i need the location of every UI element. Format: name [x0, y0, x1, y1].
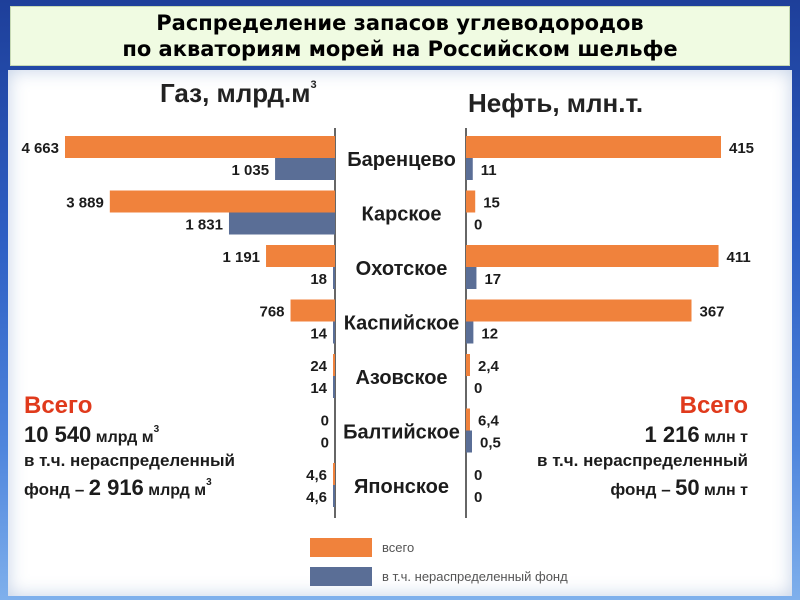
oil-undistributed-bar — [466, 267, 477, 289]
legend-label-undistributed: в т.ч. нераспределенный фонд — [382, 569, 568, 584]
oil-total-label: 15 — [483, 195, 500, 212]
category-label: Балтийское — [343, 422, 460, 444]
title-box: Распределение запасов углеводородов по а… — [10, 6, 790, 66]
oil-undistributed-bar — [466, 430, 472, 453]
gas-total-label: 0 — [321, 413, 329, 430]
oil-total-label: 411 — [727, 249, 751, 266]
gas-undistributed-label: 4,6 — [306, 489, 327, 506]
category-label: Карское — [362, 204, 442, 226]
gas-total-unit: млрд м — [95, 429, 154, 446]
gas-total-label: 3 889 — [66, 195, 104, 212]
gas-total-bar — [333, 463, 335, 485]
gas-total-label: Всего — [24, 392, 93, 419]
gas-header-sup: 3 — [310, 79, 317, 91]
oil-undistributed-label: 0 — [474, 380, 482, 397]
oil-total-bar — [466, 354, 470, 376]
gas-undistributed-bar — [333, 321, 335, 344]
oil-total-bar — [466, 299, 692, 322]
gas-fund-sup: 3 — [206, 477, 212, 488]
oil-fund-number: 50 — [675, 475, 700, 500]
gas-total-label: 24 — [310, 358, 327, 375]
legend-swatch-undistributed — [310, 567, 372, 586]
gas-header-text: Газ, млрд.м — [160, 78, 311, 108]
gas-undistributed-label: 14 — [310, 380, 327, 397]
gas-total-bar — [290, 299, 335, 322]
gas-undistributed-bar — [333, 485, 335, 507]
gas-undistributed-bar — [333, 376, 335, 398]
oil-total-value: 1 216 млн т — [498, 422, 748, 448]
gas-undistributed-label: 14 — [310, 326, 327, 343]
gas-undistributed-bar — [333, 267, 335, 289]
oil-fund-line: фонд – 50 млн т — [498, 475, 748, 501]
gas-header: Газ, млрд.м3 — [160, 78, 317, 109]
gas-total-bar — [266, 245, 335, 267]
gas-undistributed-bar — [275, 158, 335, 180]
oil-header-text: Нефть, млн.т. — [468, 88, 644, 118]
gas-total-value: 10 540 млрд м3 — [24, 422, 274, 448]
oil-total-bar — [466, 136, 721, 158]
oil-total-bar — [466, 190, 476, 213]
oil-undistributed-label: 17 — [484, 271, 501, 288]
gas-summary: Всего 10 540 млрд м3 в т.ч. нераспределе… — [24, 392, 274, 501]
oil-undistributed-label: 0,5 — [480, 435, 501, 452]
gas-total-bar — [65, 136, 335, 158]
gas-total-label: 4 663 — [21, 140, 59, 157]
category-label: Охотское — [356, 258, 448, 280]
oil-total-bar — [466, 408, 470, 431]
gas-undistributed-bar — [228, 212, 335, 235]
gas-total-label: 4,6 — [306, 467, 327, 484]
oil-undistributed-bar — [466, 321, 474, 344]
oil-total-bar — [466, 245, 719, 267]
gas-fund-line: фонд – 2 916 млрд м3 — [24, 475, 274, 501]
oil-total-label: 0 — [474, 467, 482, 484]
legend-swatch-total — [310, 538, 372, 557]
category-label: Японское — [354, 476, 449, 498]
oil-total-label: 415 — [729, 140, 754, 157]
gas-total-sup: 3 — [153, 424, 160, 435]
gas-undistributed-label: 0 — [321, 435, 329, 452]
oil-undistributed-label: 0 — [474, 489, 482, 506]
oil-undistributed-label: 12 — [481, 326, 498, 343]
oil-header: Нефть, млн.т. — [468, 88, 643, 119]
oil-total-label: 6,4 — [478, 413, 500, 430]
gas-fund-prefix: фонд – — [24, 480, 85, 499]
gas-undistributed-label: 18 — [310, 271, 327, 288]
oil-total-label: Всего — [679, 392, 748, 419]
oil-undistributed-label: 11 — [481, 162, 497, 179]
gas-total-label: 768 — [259, 304, 284, 321]
gas-fund-unit: млрд м — [148, 482, 207, 499]
title-line-2: по акваториям морей на Российском шельфе — [122, 37, 678, 61]
category-label: Баренцево — [347, 149, 456, 171]
gas-fund-number: 2 916 — [88, 475, 144, 500]
oil-undistributed-label: 0 — [474, 217, 482, 234]
gas-undistributed-label: 1 831 — [185, 217, 223, 234]
gas-total-label: 1 191 — [222, 249, 260, 266]
oil-fund-prefix: фонд – — [610, 480, 671, 499]
oil-total-label: 2,4 — [478, 358, 500, 375]
title-line-1: Распределение запасов углеводородов — [156, 11, 644, 35]
oil-summary: Всего 1 216 млн т в т.ч. нераспределенны… — [498, 392, 748, 501]
gas-total-number: 10 540 — [24, 422, 92, 447]
gas-undistributed-label: 1 035 — [232, 162, 270, 179]
oil-total-label: 367 — [700, 304, 725, 321]
legend-label-total: всего — [382, 540, 415, 555]
category-label: Каспийское — [344, 313, 460, 335]
oil-total-number: 1 216 — [644, 422, 700, 447]
category-label: Азовское — [355, 367, 447, 389]
oil-total-unit: млн т — [704, 429, 748, 446]
oil-undistributed-line: в т.ч. нераспределенный — [537, 451, 748, 470]
oil-undistributed-bar — [466, 158, 473, 180]
oil-fund-unit: млн т — [704, 482, 748, 499]
gas-undistributed-line: в т.ч. нераспределенный — [24, 451, 235, 470]
gas-total-bar — [333, 354, 335, 376]
gas-total-bar — [109, 190, 335, 213]
